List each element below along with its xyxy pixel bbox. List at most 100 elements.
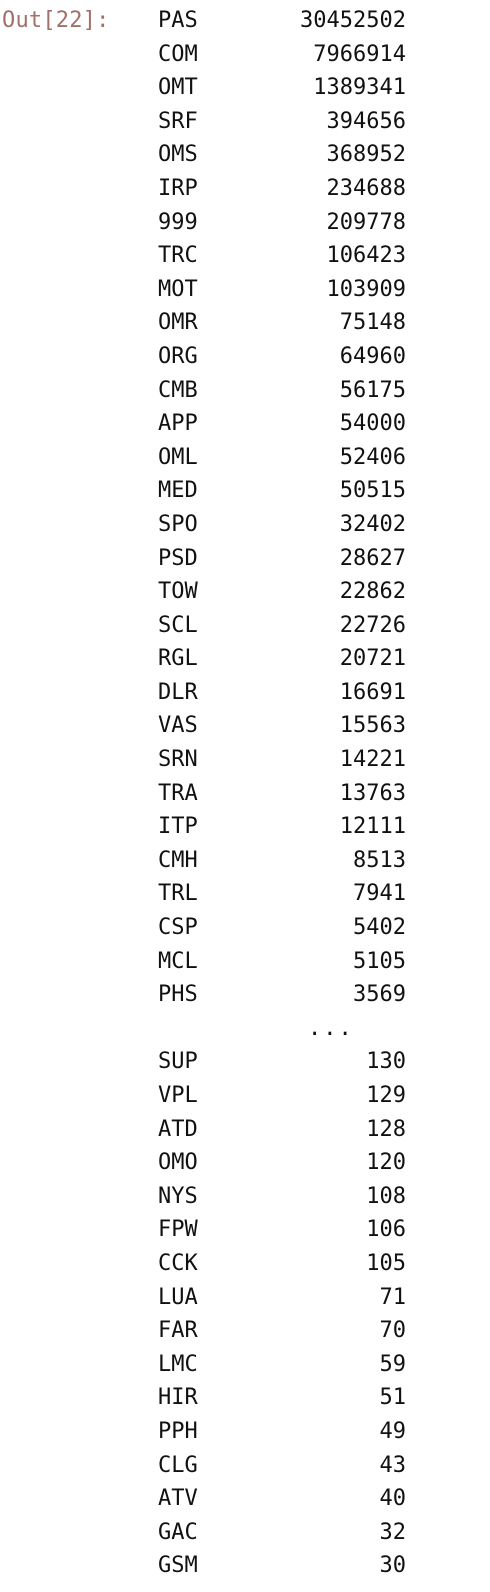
series-value: 71 [379,1284,407,1310]
series-row: GAC 32 [158,1516,406,1550]
series-value: 106423 [326,243,406,269]
series-row: TRL 7941 [158,877,406,911]
series-row: SUP 130 [158,1045,406,1079]
series-row: VPL 129 [158,1079,406,1113]
series-row: ATV 40 [158,1482,406,1516]
series-value: 28627 [339,545,406,571]
series-value: 7966914 [313,41,406,67]
series-row: OMS 368952 [158,138,406,172]
series-value: 12111 [339,814,406,840]
series-index-label: PSD [158,545,198,571]
series-value: 64960 [339,343,406,369]
truncation-ellipsis: ... [308,1015,354,1041]
series-row: ORG 64960 [158,340,406,374]
series-index-label: SRN [158,747,198,773]
series-value: 40 [379,1486,407,1512]
series-row: LMC 59 [158,1348,406,1382]
series-value: 49 [379,1418,407,1444]
series-value: 105 [366,1250,406,1276]
series-row: SCL 22726 [158,609,406,643]
series-rows-bottom: SUP 130 VPL 129 ATD 128 OMO 120 NYS 108 FPW 106 CCK 1… [158,1045,406,1583]
series-value: 130 [366,1049,406,1075]
series-value: 394656 [326,108,406,134]
series-row: OMT 1389341 [158,71,406,105]
series-index-label: TRL [158,881,198,907]
series-index-label: ITP [158,814,198,840]
series-row: PHS 3569 [158,978,406,1012]
series-index-label: CMH [158,847,198,873]
series-row: SPO 32402 [158,508,406,542]
series-value: 128 [366,1116,406,1142]
series-row: CCK 105 [158,1247,406,1281]
series-index-label: SCL [158,612,198,638]
series-row: COM 7966914 [158,38,406,72]
series-rows-top: PAS 30452502 COM 7966914 OMT 1389341 SRF 394656… [158,4,406,1012]
series-row: FPW 106 [158,1213,406,1247]
series-value: 14221 [339,747,406,773]
series-row: LUA 71 [158,1281,406,1315]
series-index-label: SRF [158,108,198,134]
series-index-label: APP [158,411,198,437]
series-index-label: OMT [158,75,198,101]
series-row: ITP 12111 [158,810,406,844]
series-index-label: OMO [158,1150,198,1176]
series-value: 103909 [326,276,406,302]
series-row: PAS 30452502 [158,4,406,38]
series-value: 43 [379,1452,407,1478]
series-index-label: LUA [158,1284,198,1310]
series-index-label: PHS [158,982,198,1008]
series-value: 13763 [339,780,406,806]
series-row: MED 50515 [158,474,406,508]
series-index-label: ATD [158,1116,198,1142]
series-value: 70 [379,1318,407,1344]
series-row: OMO 120 [158,1146,406,1180]
series-index-label: 999 [158,209,198,235]
series-index-label: IRP [158,175,198,201]
series-row: FAR 70 [158,1314,406,1348]
series-row: TRC 106423 [158,239,406,273]
series-value: 3569 [353,982,406,1008]
series-value: 7941 [353,881,406,907]
series-index-label: TRA [158,780,198,806]
series-index-label: HIR [158,1385,198,1411]
series-value: 51 [379,1385,407,1411]
series-value: 56175 [339,377,406,403]
series-index-label: OML [158,444,198,470]
series-index-label: MCL [158,948,198,974]
series-row: GSM 30 [158,1549,406,1583]
series-index-label: RGL [158,646,198,672]
series-row: NYS 108 [158,1180,406,1214]
series-index-label: CSP [158,915,198,941]
series-index-label: OMR [158,310,198,336]
truncation-row: ... [158,1012,406,1046]
series-index-label: VPL [158,1083,198,1108]
series-value: 8513 [353,847,406,873]
series-row: PSD 28627 [158,542,406,576]
series-row: SRN 14221 [158,743,406,777]
series-value: 20721 [339,646,406,672]
series-value: 120 [366,1150,406,1176]
series-index-label: PPH [158,1418,198,1444]
series-index-label: GSM [158,1553,198,1579]
series-index-label: PAS [158,8,198,33]
series-value: 15563 [339,713,406,739]
series-output: PAS 30452502 COM 7966914 OMT 1389341 SRF 394656… [158,4,406,1583]
series-index-label: FPW [158,1217,198,1243]
series-row: DLR 16691 [158,676,406,710]
series-index-label: TRC [158,243,198,269]
series-value: 32 [379,1519,407,1545]
series-index-label: DLR [158,679,198,705]
series-value: 50515 [339,478,406,504]
series-value: 5105 [353,948,406,974]
series-value: 59 [379,1351,407,1377]
series-value: 129 [366,1083,406,1108]
series-row: ATD 128 [158,1113,406,1147]
series-value: 22726 [339,612,406,638]
series-row: CMH 8513 [158,844,406,878]
series-index-label: MED [158,478,198,504]
series-row: APP 54000 [158,407,406,441]
output-prompt: Out[22]: [2,8,110,33]
series-row: HIR 51 [158,1381,406,1415]
series-index-label: MOT [158,276,198,302]
series-row: MCL 5105 [158,945,406,979]
